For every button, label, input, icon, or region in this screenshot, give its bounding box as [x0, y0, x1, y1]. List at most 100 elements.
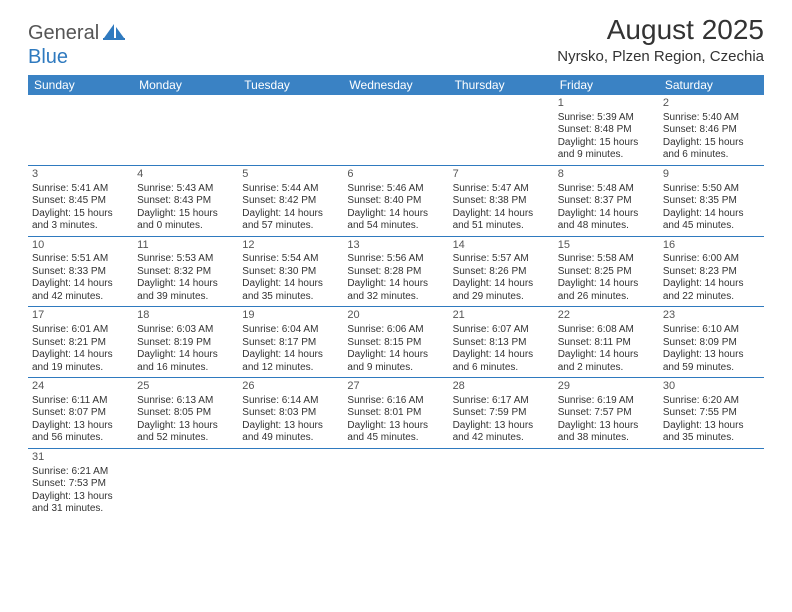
- daylight-line: Daylight: 15 hours and 0 minutes.: [137, 208, 234, 233]
- daylight-line: Daylight: 14 hours and 35 minutes.: [242, 278, 339, 303]
- sunset-line: Sunset: 8:28 PM: [347, 266, 444, 279]
- calendar-cell: 13Sunrise: 5:56 AMSunset: 8:28 PMDayligh…: [343, 236, 448, 307]
- sunset-line: Sunset: 7:53 PM: [32, 478, 129, 491]
- day-number: 25: [137, 380, 234, 394]
- header: General August 2025 Nyrsko, Plzen Region…: [0, 0, 792, 71]
- sunset-line: Sunset: 8:42 PM: [242, 195, 339, 208]
- sunset-line: Sunset: 8:11 PM: [558, 337, 655, 350]
- calendar-cell: [238, 95, 343, 165]
- calendar-cell: 3Sunrise: 5:41 AMSunset: 8:45 PMDaylight…: [28, 165, 133, 236]
- daylight-line: Daylight: 13 hours and 42 minutes.: [453, 420, 550, 445]
- calendar-row: 1Sunrise: 5:39 AMSunset: 8:48 PMDaylight…: [28, 95, 764, 165]
- sunrise-line: Sunrise: 5:46 AM: [347, 183, 444, 196]
- day-number: 29: [558, 380, 655, 394]
- sunset-line: Sunset: 7:55 PM: [663, 407, 760, 420]
- calendar-cell: 22Sunrise: 6:08 AMSunset: 8:11 PMDayligh…: [554, 307, 659, 378]
- sunset-line: Sunset: 8:13 PM: [453, 337, 550, 350]
- sunset-line: Sunset: 8:05 PM: [137, 407, 234, 420]
- sunrise-line: Sunrise: 5:53 AM: [137, 253, 234, 266]
- daylight-line: Daylight: 14 hours and 45 minutes.: [663, 208, 760, 233]
- calendar-cell: 18Sunrise: 6:03 AMSunset: 8:19 PMDayligh…: [133, 307, 238, 378]
- daylight-line: Daylight: 13 hours and 35 minutes.: [663, 420, 760, 445]
- sunrise-line: Sunrise: 5:39 AM: [558, 112, 655, 125]
- sunrise-line: Sunrise: 5:54 AM: [242, 253, 339, 266]
- sunrise-line: Sunrise: 6:19 AM: [558, 395, 655, 408]
- day-number: 27: [347, 380, 444, 394]
- day-number: 12: [242, 239, 339, 253]
- sunrise-line: Sunrise: 5:57 AM: [453, 253, 550, 266]
- sail-icon: [103, 23, 125, 46]
- calendar-cell: 1Sunrise: 5:39 AMSunset: 8:48 PMDaylight…: [554, 95, 659, 165]
- sunset-line: Sunset: 8:26 PM: [453, 266, 550, 279]
- daylight-line: Daylight: 14 hours and 51 minutes.: [453, 208, 550, 233]
- day-number: 6: [347, 168, 444, 182]
- day-number: 28: [453, 380, 550, 394]
- calendar-cell: 27Sunrise: 6:16 AMSunset: 8:01 PMDayligh…: [343, 378, 448, 449]
- day-number: 21: [453, 309, 550, 323]
- sunrise-line: Sunrise: 6:21 AM: [32, 466, 129, 479]
- logo-text-blue: Blue: [28, 46, 68, 68]
- day-number: 17: [32, 309, 129, 323]
- daylight-line: Daylight: 13 hours and 59 minutes.: [663, 349, 760, 374]
- sunrise-line: Sunrise: 6:04 AM: [242, 324, 339, 337]
- daylight-line: Daylight: 14 hours and 12 minutes.: [242, 349, 339, 374]
- day-number: 5: [242, 168, 339, 182]
- calendar-cell: 6Sunrise: 5:46 AMSunset: 8:40 PMDaylight…: [343, 165, 448, 236]
- sunrise-line: Sunrise: 6:07 AM: [453, 324, 550, 337]
- daylight-line: Daylight: 14 hours and 9 minutes.: [347, 349, 444, 374]
- day-number: 31: [32, 451, 129, 465]
- sunset-line: Sunset: 8:30 PM: [242, 266, 339, 279]
- sunset-line: Sunset: 7:59 PM: [453, 407, 550, 420]
- sunrise-line: Sunrise: 6:03 AM: [137, 324, 234, 337]
- calendar-cell: 28Sunrise: 6:17 AMSunset: 7:59 PMDayligh…: [449, 378, 554, 449]
- calendar-body: 1Sunrise: 5:39 AMSunset: 8:48 PMDaylight…: [28, 95, 764, 519]
- calendar-cell: 9Sunrise: 5:50 AMSunset: 8:35 PMDaylight…: [659, 165, 764, 236]
- daylight-line: Daylight: 14 hours and 29 minutes.: [453, 278, 550, 303]
- sunset-line: Sunset: 8:15 PM: [347, 337, 444, 350]
- calendar-cell: [554, 448, 659, 518]
- day-number: 14: [453, 239, 550, 253]
- day-number: 20: [347, 309, 444, 323]
- day-header: Saturday: [659, 75, 764, 95]
- day-number: 3: [32, 168, 129, 182]
- day-header: Wednesday: [343, 75, 448, 95]
- sunset-line: Sunset: 7:57 PM: [558, 407, 655, 420]
- day-number: 10: [32, 239, 129, 253]
- daylight-line: Daylight: 14 hours and 32 minutes.: [347, 278, 444, 303]
- calendar-cell: 23Sunrise: 6:10 AMSunset: 8:09 PMDayligh…: [659, 307, 764, 378]
- sunset-line: Sunset: 8:09 PM: [663, 337, 760, 350]
- day-number: 18: [137, 309, 234, 323]
- calendar-cell: [659, 448, 764, 518]
- day-number: 11: [137, 239, 234, 253]
- daylight-line: Daylight: 14 hours and 26 minutes.: [558, 278, 655, 303]
- sunset-line: Sunset: 8:19 PM: [137, 337, 234, 350]
- sunset-line: Sunset: 8:25 PM: [558, 266, 655, 279]
- sunset-line: Sunset: 8:38 PM: [453, 195, 550, 208]
- location: Nyrsko, Plzen Region, Czechia: [557, 48, 764, 65]
- day-number: 13: [347, 239, 444, 253]
- sunrise-line: Sunrise: 6:16 AM: [347, 395, 444, 408]
- calendar-cell: 2Sunrise: 5:40 AMSunset: 8:46 PMDaylight…: [659, 95, 764, 165]
- day-header: Thursday: [449, 75, 554, 95]
- calendar-row: 10Sunrise: 5:51 AMSunset: 8:33 PMDayligh…: [28, 236, 764, 307]
- calendar-cell: [238, 448, 343, 518]
- sunrise-line: Sunrise: 5:47 AM: [453, 183, 550, 196]
- daylight-line: Daylight: 14 hours and 39 minutes.: [137, 278, 234, 303]
- day-number: 1: [558, 97, 655, 111]
- calendar-cell: 8Sunrise: 5:48 AMSunset: 8:37 PMDaylight…: [554, 165, 659, 236]
- sunset-line: Sunset: 8:46 PM: [663, 124, 760, 137]
- sunset-line: Sunset: 8:35 PM: [663, 195, 760, 208]
- sunrise-line: Sunrise: 6:00 AM: [663, 253, 760, 266]
- day-number: 23: [663, 309, 760, 323]
- sunrise-line: Sunrise: 6:08 AM: [558, 324, 655, 337]
- sunset-line: Sunset: 8:40 PM: [347, 195, 444, 208]
- sunset-line: Sunset: 8:23 PM: [663, 266, 760, 279]
- day-number: 22: [558, 309, 655, 323]
- day-header: Monday: [133, 75, 238, 95]
- calendar-cell: 25Sunrise: 6:13 AMSunset: 8:05 PMDayligh…: [133, 378, 238, 449]
- calendar-cell: 10Sunrise: 5:51 AMSunset: 8:33 PMDayligh…: [28, 236, 133, 307]
- sunrise-line: Sunrise: 6:11 AM: [32, 395, 129, 408]
- daylight-line: Daylight: 13 hours and 38 minutes.: [558, 420, 655, 445]
- daylight-line: Daylight: 13 hours and 45 minutes.: [347, 420, 444, 445]
- sunset-line: Sunset: 8:17 PM: [242, 337, 339, 350]
